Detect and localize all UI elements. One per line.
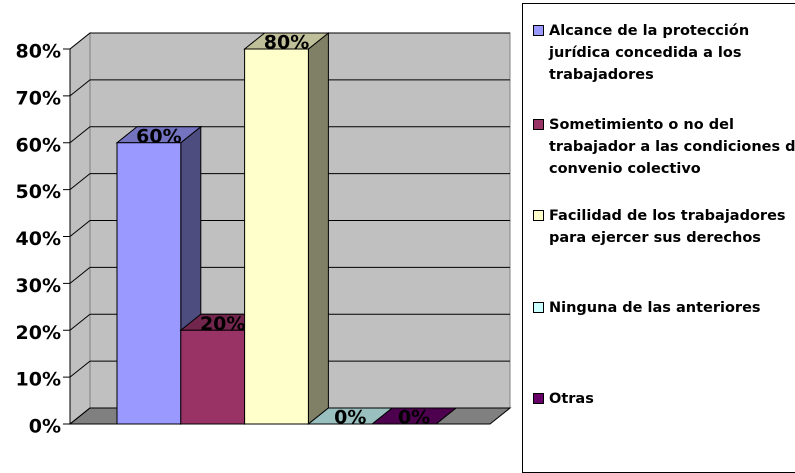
- y-tick-label: 40%: [16, 228, 61, 250]
- y-tick-label: 20%: [16, 322, 61, 344]
- legend-entry: Sometimiento o no del trabajador a las c…: [533, 114, 795, 180]
- legend-entry: Otras: [533, 388, 795, 410]
- legend-entry: Alcance de la protección jurídica conced…: [533, 20, 795, 86]
- legend-swatch: [533, 119, 544, 130]
- bar-front: [244, 48, 309, 425]
- data-label: 0%: [398, 407, 430, 429]
- legend-label: Alcance de la protección jurídica conced…: [549, 23, 750, 83]
- grid-line: [69, 360, 510, 378]
- legend-swatch: [533, 393, 544, 404]
- legend-entry: Ninguna de las anteriores: [533, 297, 795, 319]
- data-label: 80%: [264, 32, 309, 54]
- legend-swatch: [533, 25, 544, 36]
- legend-entry: Facilidad de los trabajadores para ejerc…: [533, 205, 795, 249]
- y-tick-label: 30%: [16, 275, 61, 297]
- grid-line: [69, 32, 510, 50]
- y-tick-label: 70%: [16, 87, 61, 109]
- data-label: 20%: [200, 313, 245, 335]
- page: 0% 10% 20% 30% 40% 50% 60% 70% 80% 60% 20% 80% 0% 0% …: [15, 3, 795, 473]
- grid-line: [69, 266, 510, 284]
- bar-side: [307, 31, 329, 426]
- y-tick-label: 80%: [16, 41, 61, 63]
- y-tick-label: 0%: [29, 416, 61, 438]
- bar: [370, 407, 458, 425]
- grid-line: [69, 79, 510, 97]
- legend-swatch: [533, 302, 544, 313]
- legend-label: Otras: [549, 391, 594, 407]
- legend-label: Ninguna de las anteriores: [549, 300, 761, 316]
- bar: [243, 31, 330, 426]
- y-tick-label: 10%: [16, 369, 61, 391]
- legend-label: Sometimiento o no del trabajador a las c…: [549, 117, 795, 177]
- y-tick-label: 60%: [16, 134, 61, 156]
- y-tick-label: 50%: [16, 181, 61, 203]
- legend-label: Facilidad de los trabajadores para ejerc…: [549, 208, 786, 246]
- legend-swatch: [533, 210, 544, 221]
- legend: Alcance de la protección jurídica conced…: [522, 3, 795, 473]
- bar-front: [116, 142, 182, 425]
- data-label: 0%: [334, 407, 366, 429]
- grid-line: [69, 126, 510, 144]
- grid-line: [69, 220, 510, 237]
- data-label: 60%: [136, 125, 181, 147]
- grid-line: [69, 313, 510, 331]
- chart: 0% 10% 20% 30% 40% 50% 60% 70% 80% 60% 20% 80% 0% 0%: [16, 31, 512, 438]
- grid-line: [69, 173, 510, 191]
- bar-front: [180, 329, 246, 425]
